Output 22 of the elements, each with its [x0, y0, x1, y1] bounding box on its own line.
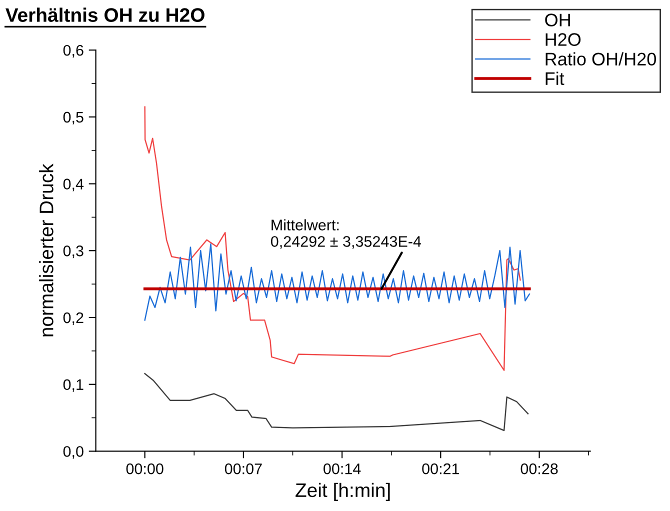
y-axis-title: normalisierter Druck: [39, 164, 54, 336]
x-axis-title: Zeit [h:min]: [296, 482, 390, 501]
legend-label: Ratio OH/H20: [546, 52, 656, 66]
line-series: [144, 373, 529, 432]
chart-title: Verhältnis OH zu H2O: [5, 8, 204, 22]
legend-label: Fit: [546, 72, 564, 85]
annotation: Mittelwert: 0,24292 ± 3,35243E-4: [270, 219, 422, 249]
y-tick-label: 0,3: [63, 246, 84, 258]
line-series: [144, 106, 521, 371]
y-tick-label: 0,5: [63, 112, 84, 124]
y-tick-label: 0,1: [63, 379, 84, 392]
x-tick-label: 00:21: [422, 463, 460, 474]
x-tick-label: 00:07: [224, 463, 262, 474]
y-tick-label: 0,2: [63, 312, 84, 325]
legend-label: OH: [545, 14, 570, 26]
x-tick-label: 00:28: [520, 463, 558, 474]
y-tick-label: 0,0: [63, 446, 84, 459]
y-tick-label: 0,6: [63, 44, 84, 58]
x-tick-label: 00:14: [324, 463, 361, 474]
x-tick-label: 00:00: [126, 463, 164, 474]
y-tick-label: 0,4: [63, 178, 84, 192]
legend-label: H2O: [546, 33, 581, 46]
